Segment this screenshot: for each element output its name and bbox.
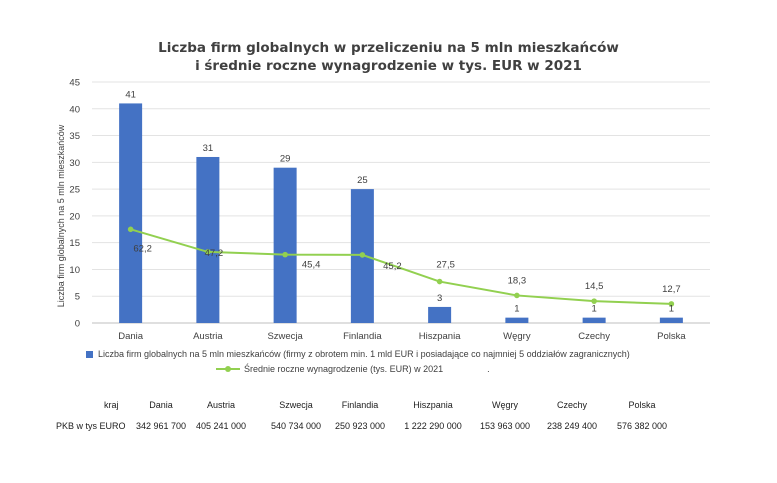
series-line [130,228,672,305]
line-data-label: 27,5 [436,260,455,271]
legend-item-bars: Liczba firm globalnych na 5 mln mieszkań… [86,349,630,359]
y-tick-label: 40 [69,104,80,115]
line-point [127,226,134,233]
legend-line-label: Średnie roczne wynagrodzenie (tys. EUR) … [244,364,444,374]
line-data-label: 12,7 [662,284,681,295]
table-country-cell: Dania [149,400,173,410]
table-country-cell: Finlandia [341,400,379,410]
table-country-cell: Austria [206,400,235,410]
y-tick-label: 5 [75,292,80,303]
line-data-label: 45,2 [383,261,402,272]
table-pkb-cell: 342 961 700 [135,421,187,431]
line-data-label: 18,3 [508,275,527,286]
legend-trailing-mark: . [487,364,490,374]
table-pkb-cell: 250 923 000 [334,421,386,431]
x-tick-label: Szwecja [267,331,303,342]
table-pkb-cell: 540 734 000 [270,421,322,431]
line-point [668,301,675,307]
bar [196,156,220,323]
line-data-label: 45,4 [302,260,321,271]
bar-data-label: 29 [280,154,291,165]
bar-data-label: 3 [437,293,442,304]
y-tick-label: 0 [75,319,80,330]
legend-bar-swatch [86,350,93,358]
y-tick-label: 15 [69,238,80,249]
y-tick-label: 20 [69,211,80,222]
x-tick-label: Austria [193,331,223,342]
bar [505,317,529,323]
table-country-cell: Węgry [491,400,518,410]
bar-data-label: 1 [669,304,674,315]
y-tick-label: 45 [69,78,80,89]
line-data-label: 14,5 [585,281,604,292]
line-point [359,252,366,258]
legend-item-line: Średnie roczne wynagrodzenie (tys. EUR) … [216,364,490,374]
bar-data-label: 31 [203,143,214,154]
x-tick-label: Czechy [578,331,610,342]
bar-data-label: 1 [591,304,596,315]
chart-title-line1: Liczba firm globalnych w przeliczeniu na… [158,40,619,56]
x-tick-label: Hiszpania [419,331,461,342]
x-tick-label: Polska [657,331,686,342]
line-point [436,278,443,285]
line-point [282,251,288,258]
y-axis-label: Liczba firm globalnych na 5 mln mieszkań… [56,124,66,307]
y-tick-label: 25 [69,185,80,196]
bar [273,167,297,323]
chart-title-line2: i średnie roczne wynagrodzenie w tys. EU… [195,58,582,74]
bar-data-label: 25 [357,175,368,186]
bar [428,306,452,323]
legend-bar-label: Liczba firm globalnych na 5 mln mieszkań… [98,349,630,359]
table-country-cell: Polska [628,400,656,410]
y-tick-label: 10 [69,265,80,276]
line-point [514,292,520,299]
y-tick-label: 35 [69,131,80,142]
table-row1-label: kraj [104,400,119,410]
line-point [591,298,597,304]
table-country-cell: Hiszpania [413,400,453,410]
table-pkb-cell: 405 241 000 [195,421,247,431]
legend-line-swatch [216,365,240,373]
table-pkb-cell: 1 222 290 000 [404,421,462,431]
table-country-cell: Czechy [556,400,587,410]
x-tick-label: Węgry [503,331,531,342]
table-row2-label: PKB w tys EURO [56,421,126,431]
y-tick-label: 30 [69,158,80,169]
bar [659,317,683,323]
line-point [205,249,211,255]
bar [119,103,143,323]
table-pkb-cell: 238 249 400 [546,421,598,431]
line-data-label: 47,2 [205,248,224,259]
table-pkb-cell: 576 382 000 [616,421,668,431]
bar-data-label: 41 [125,89,136,100]
table-pkb-cell: 153 963 000 [479,421,531,431]
bar [582,317,606,323]
bar-data-label: 1 [514,304,519,315]
table-country-cell: Szwecja [279,400,313,410]
x-tick-label: Finlandia [343,331,382,342]
line-data-label: 62,2 [133,243,152,254]
x-tick-label: Dania [118,331,144,342]
